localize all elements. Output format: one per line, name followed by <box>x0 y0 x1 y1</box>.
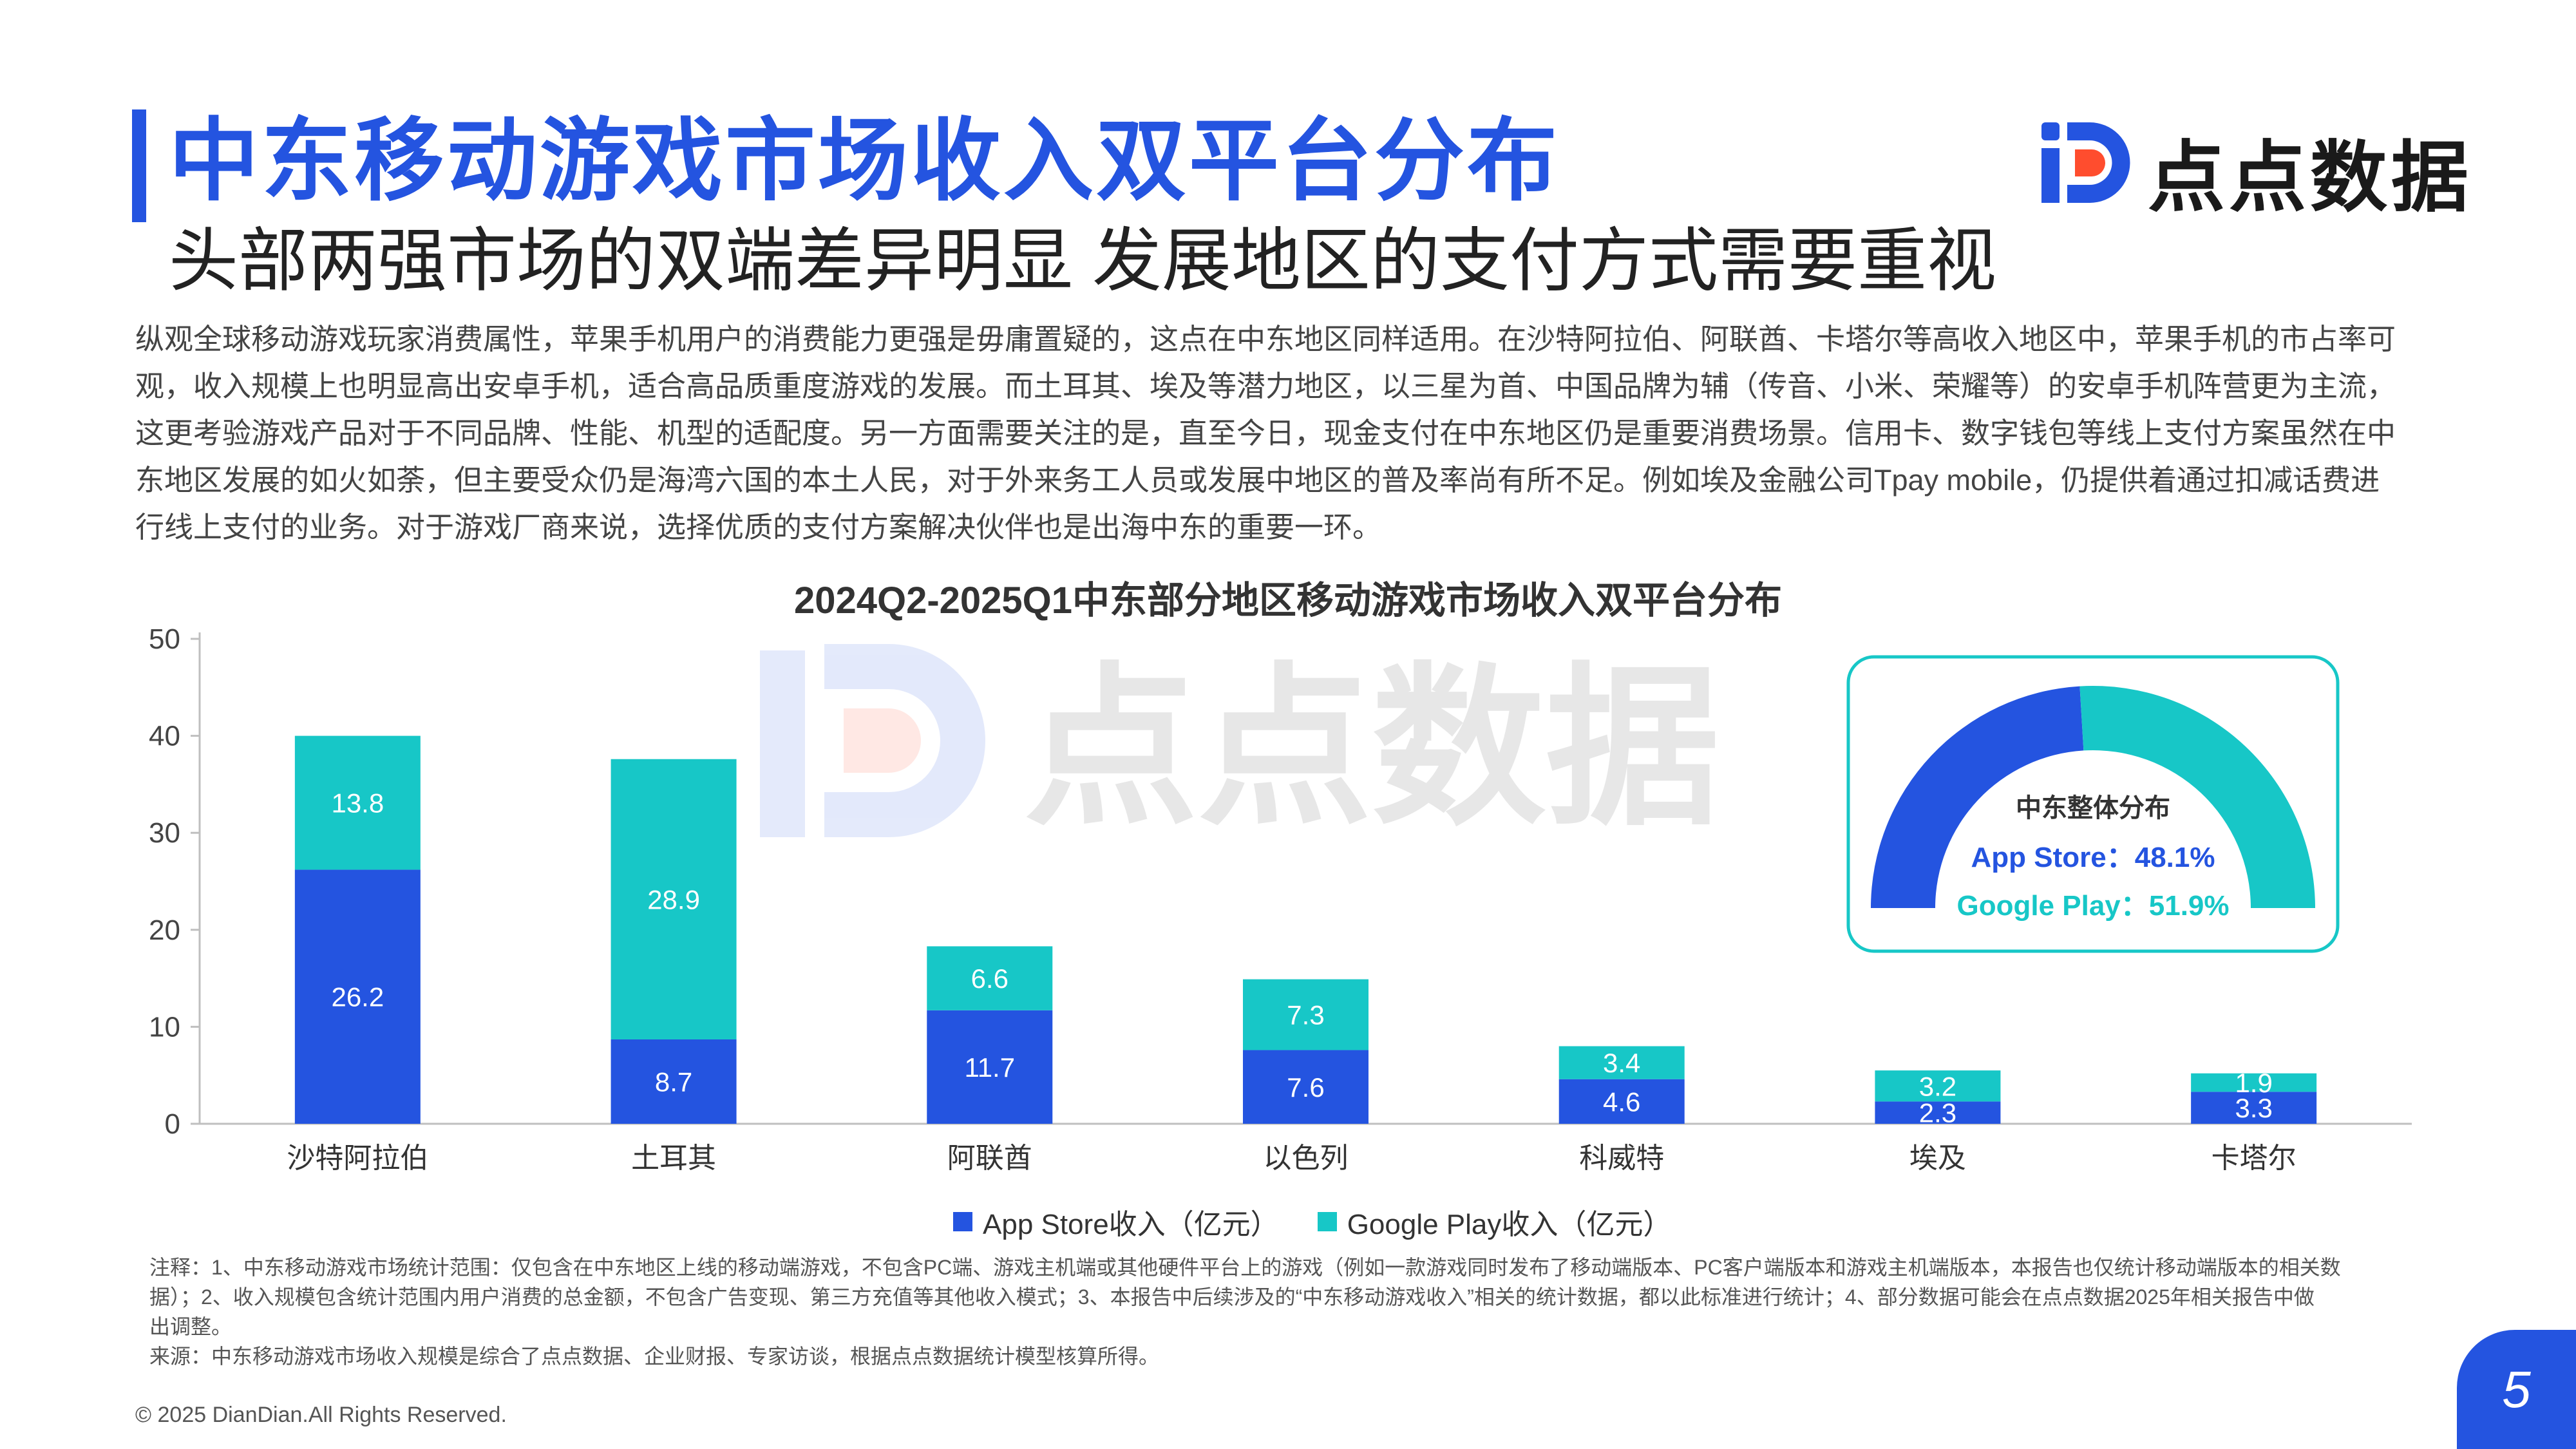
bar-google-play <box>927 946 1053 1010</box>
bar-value-label: 3.4 <box>1603 1048 1640 1078</box>
y-tick-label: 50 <box>149 623 180 655</box>
donut-slice-google-play <box>2079 686 2315 908</box>
bar-app-store <box>1243 1050 1368 1124</box>
inset-title: 中东整体分布 <box>2016 794 2170 822</box>
inset-app-store-label: App Store：48.1% <box>1971 842 2215 873</box>
bar-value-label: 13.8 <box>331 788 384 819</box>
svg-text:点点数据: 点点数据 <box>1024 652 1719 846</box>
bar-value-label: 11.7 <box>964 1052 1015 1083</box>
bar-google-play <box>294 735 421 870</box>
intro-paragraph: 纵观全球移动游戏玩家消费属性，苹果手机用户的消费能力更强是毋庸置疑的，这点在中东… <box>135 316 2454 551</box>
copyright: © 2025 DianDian.All Rights Reserved. <box>135 1403 507 1427</box>
bar-google-play <box>1243 979 1368 1050</box>
bar-app-store <box>2191 1092 2317 1124</box>
title-accent-bar <box>132 109 146 222</box>
footnote-source: 来源：中东移动游戏市场收入规模是综合了点点数据、企业财报、专家访谈，根据点点数据… <box>149 1345 1160 1368</box>
bar-app-store <box>1558 1079 1685 1124</box>
bar-value-label: 4.6 <box>1603 1086 1640 1117</box>
bar-google-play <box>1558 1046 1685 1079</box>
chart-legend: App Store收入（亿元） Google Play收入（亿元） <box>953 1201 1671 1242</box>
x-tick-label: 沙特阿拉伯 <box>287 1142 428 1174</box>
y-tick-label: 10 <box>149 1011 180 1043</box>
y-tick-label: 20 <box>149 914 180 946</box>
bar-google-play <box>2191 1073 2317 1092</box>
bar-value-label: 3.2 <box>1919 1071 1956 1101</box>
intro-line: 观，收入规模上也明显高出安卓手机，适合高品质重度游戏的发展。而土耳其、埃及等潜力… <box>135 370 2396 402</box>
donut-slice-app-store <box>1871 686 2084 908</box>
bar-value-label: 7.6 <box>1287 1072 1324 1103</box>
intro-line: 行线上支付的业务。对于游戏厂商来说，选择优质的支付方案解决伙伴也是出海中东的重要… <box>135 511 1382 544</box>
bar-value-label: 26.2 <box>331 982 384 1012</box>
y-tick-label: 0 <box>165 1108 180 1140</box>
bar-value-label: 28.9 <box>647 884 700 914</box>
bar-app-store <box>294 869 421 1124</box>
brand-logo-icon <box>2041 122 2130 203</box>
bar-value-label: 2.3 <box>1919 1098 1956 1128</box>
x-tick-label: 阿联酋 <box>947 1142 1032 1174</box>
page-number: 5 <box>2457 1330 2576 1449</box>
legend-item-google-play: Google Play收入（亿元） <box>1317 1201 1672 1242</box>
x-tick-label: 卡塔尔 <box>2211 1142 2297 1174</box>
legend-label-app-store: App Store收入（亿元） <box>983 1209 1279 1240</box>
x-tick-label: 埃及 <box>1909 1142 1966 1174</box>
legend-swatch-app-store <box>953 1212 972 1231</box>
bar-app-store <box>1875 1101 2001 1124</box>
bar-value-label: 3.3 <box>2235 1093 2272 1123</box>
bar-app-store <box>927 1010 1053 1124</box>
intro-line: 东地区发展的如火如荼，但主要受众仍是海湾六国的本土人民，对于外来务工人员或发展中… <box>135 464 2380 497</box>
x-tick-label: 科威特 <box>1579 1142 1664 1174</box>
x-tick-label: 土耳其 <box>631 1142 716 1174</box>
footnote-line: 出调整。 <box>149 1315 232 1338</box>
y-tick-label: 30 <box>149 817 180 849</box>
bar-google-play <box>611 759 737 1039</box>
page-subtitle: 头部两强市场的双端差异明显 发展地区的支付方式需要重视 <box>169 222 1997 299</box>
footnote-line: 据）；2、收入规模包含统计范围内用户消费的总金额，不包含广告变现、第三方充值等其… <box>149 1285 2315 1309</box>
page-title: 中东移动游戏市场收入双平台分布 <box>169 110 1560 211</box>
bar-value-label: 8.7 <box>655 1066 692 1097</box>
inset-google-play-label: Google Play：51.9% <box>1956 890 2230 922</box>
brand-name: 点点数据 <box>2148 135 2472 221</box>
footnotes: 注释：1、中东移动游戏市场统计范围：仅包含在中东地区上线的移动端游戏，不包含PC… <box>149 1253 2455 1371</box>
intro-line: 纵观全球移动游戏玩家消费属性，苹果手机用户的消费能力更强是毋庸置疑的，这点在中东… <box>135 323 2396 355</box>
y-tick-label: 40 <box>149 721 180 752</box>
brand-logo: 点点数据 <box>2035 109 2468 221</box>
watermark: 点点数据 <box>760 644 1719 846</box>
bar-app-store <box>611 1039 737 1124</box>
footnote-line: 注释：1、中东移动游戏市场统计范围：仅包含在中东地区上线的移动端游戏，不包含PC… <box>149 1256 2341 1279</box>
bar-value-label: 6.6 <box>971 963 1009 994</box>
legend-swatch-google-play <box>1317 1212 1337 1231</box>
bar-value-label: 1.9 <box>2235 1068 2272 1098</box>
chart-title: 2024Q2-2025Q1中东部分地区移动游戏市场收入双平台分布 <box>793 580 1783 621</box>
legend-label-google-play: Google Play收入（亿元） <box>1347 1209 1672 1240</box>
x-tick-label: 以色列 <box>1264 1142 1349 1174</box>
legend-item-app-store: App Store收入（亿元） <box>953 1201 1279 1242</box>
intro-line: 这更考验游戏产品对于不同品牌、性能、机型的适配度。另一方面需要关注的是，直至今日… <box>135 417 2396 450</box>
bar-google-play <box>1875 1070 2001 1102</box>
bar-value-label: 7.3 <box>1287 1000 1324 1030</box>
